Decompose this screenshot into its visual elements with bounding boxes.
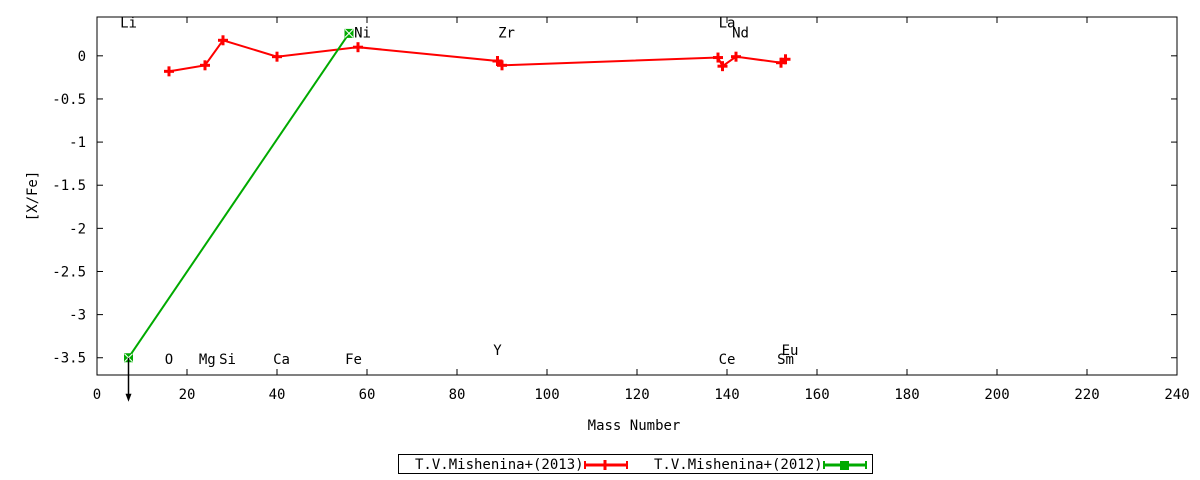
legend-swatch-2013 — [584, 460, 628, 470]
series-line — [127, 32, 350, 359]
legend: T.V.Mishenina+(2013) T.V.Mishenina+(2012… — [398, 454, 873, 474]
element-label-zr: Zr — [498, 26, 515, 42]
element-label-nd: Nd — [732, 26, 749, 42]
series-1 — [124, 28, 354, 402]
data-point — [497, 60, 507, 71]
x-tick-label: 60 — [359, 387, 376, 403]
axes: 0 20 40 60 80 100 120 140 160 180 200 220 240 0 -0.5 -1… — [52, 17, 1190, 403]
x-tick-label: 40 — [269, 387, 286, 403]
x-tick-label: 160 — [804, 387, 829, 403]
element-label-ce: Ce — [719, 352, 736, 368]
x-tick-label: 80 — [449, 387, 466, 403]
x-axis-label: Mass Number — [588, 418, 681, 434]
element-label-li: Li — [120, 15, 137, 31]
y-tick-label: -0.5 — [52, 92, 86, 108]
y-tick-label: 0 — [78, 49, 86, 65]
y-tick-label: -2 — [69, 221, 86, 237]
plot-frame — [96, 16, 1178, 376]
data-point — [272, 51, 282, 62]
series-0 — [164, 35, 791, 77]
element-label-ca: Ca — [273, 352, 290, 368]
x-tick-label: 20 — [179, 387, 196, 403]
data-point — [200, 60, 210, 71]
y-axis-label: [X/Fe] — [25, 171, 41, 222]
element-label-mg: Mg — [199, 352, 216, 368]
data-point — [344, 28, 354, 38]
data-point — [717, 61, 728, 72]
y-tick-label: -1 — [69, 135, 86, 151]
x-tick-label: 240 — [1164, 387, 1189, 403]
x-tick-label: 180 — [894, 387, 919, 403]
y-tick-label: -3 — [69, 308, 86, 324]
legend-label-2012: T.V.Mishenina+(2012) — [654, 457, 823, 473]
data-point — [164, 66, 174, 77]
x-tick-label: 200 — [984, 387, 1009, 403]
data-point — [713, 52, 723, 63]
series-layer — [124, 28, 791, 402]
element-label-ni: Ni — [354, 26, 371, 42]
upper-limit-arrow — [125, 357, 132, 402]
y-tick-label: -1.5 — [52, 178, 86, 194]
element-label-sm: Sm — [777, 352, 794, 368]
data-point — [780, 54, 791, 65]
x-tick-label: 140 — [714, 387, 739, 403]
x-tick-label: 120 — [624, 387, 649, 403]
data-point — [218, 35, 228, 46]
x-tick-label: 100 — [534, 387, 559, 403]
y-tick-label: -2.5 — [52, 264, 86, 280]
element-label-o: O — [165, 352, 173, 368]
data-point — [731, 51, 741, 62]
data-point — [353, 42, 363, 53]
series-line — [168, 39, 787, 73]
element-label-eu: Eu — [782, 343, 799, 359]
x-tick-label: 220 — [1074, 387, 1099, 403]
element-label-la: La — [719, 15, 736, 31]
legend-label-2013: T.V.Mishenina+(2013) — [415, 457, 584, 473]
element-label-fe: Fe — [345, 352, 362, 368]
y-tick-label: -3.5 — [52, 351, 86, 367]
element-label-y: Y — [493, 343, 502, 359]
legend-swatch-2012 — [823, 461, 867, 470]
element-label-si: Si — [219, 352, 236, 368]
x-tick-label: 0 — [93, 387, 101, 403]
